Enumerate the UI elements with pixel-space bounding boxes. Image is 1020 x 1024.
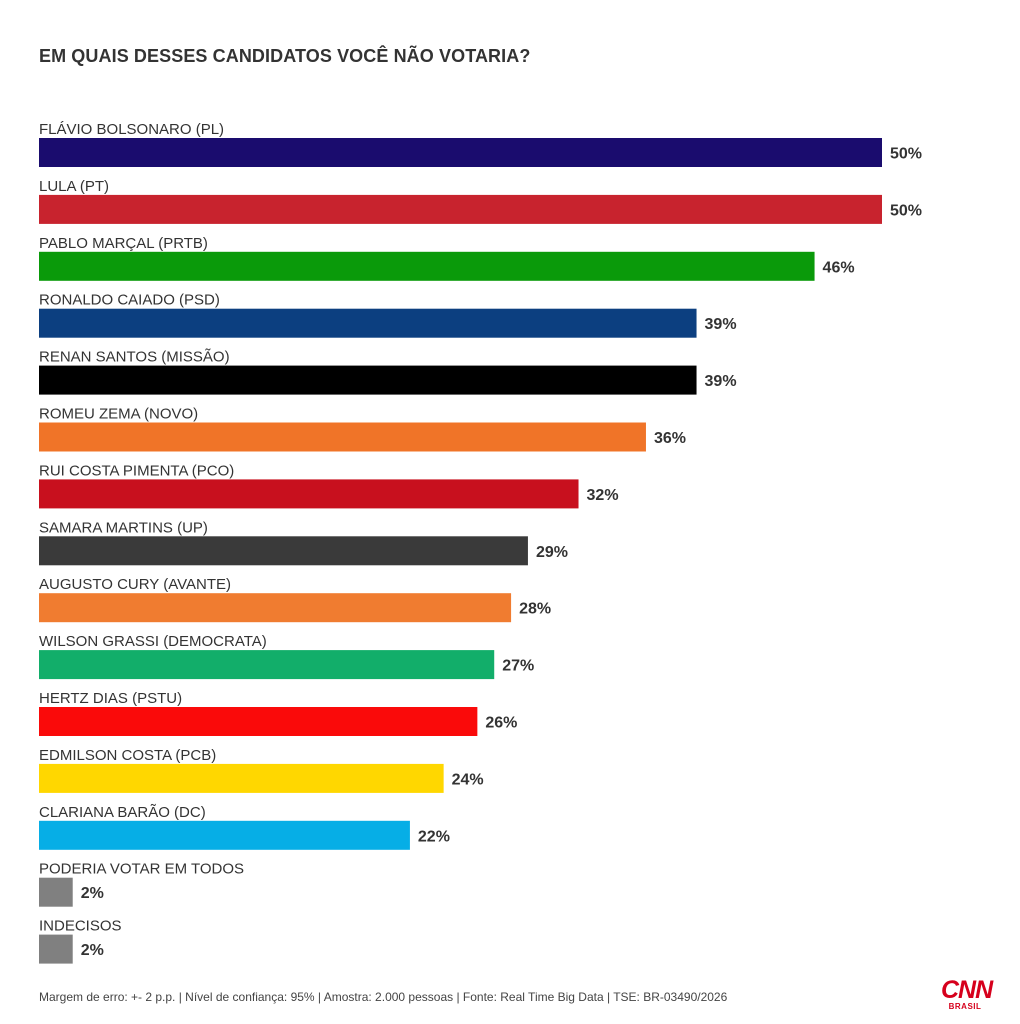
bar — [39, 251, 815, 281]
category-label: EDMILSON COSTA (PCB) — [39, 747, 216, 764]
bar — [39, 877, 73, 907]
category-label: RUI COSTA PIMENTA (PCO) — [39, 462, 234, 479]
cnn-brasil-logo: CNN BRASIL — [941, 976, 993, 1012]
bar-row: HERTZ DIAS (PSTU) 26% — [39, 690, 517, 736]
bar-row: RENAN SANTOS (MISSÃO) 39% — [39, 349, 737, 395]
bar-row: RUI COSTA PIMENTA (PCO) 32% — [39, 462, 619, 509]
bar — [39, 138, 882, 167]
value-label: 32% — [587, 487, 619, 504]
bar — [39, 707, 478, 736]
value-label: 39% — [705, 316, 737, 333]
logo-main-text: CNN — [941, 976, 993, 1004]
value-label: 26% — [485, 715, 517, 732]
bar-row: EDMILSON COSTA (PCB) 24% — [39, 747, 484, 793]
logo-sub-text: BRASIL — [948, 1002, 982, 1011]
bar — [39, 308, 697, 338]
bar — [39, 650, 495, 680]
category-label: PABLO MARÇAL (PRTB) — [39, 235, 208, 252]
category-label: LULA (PT) — [39, 178, 109, 195]
category-label: RONALDO CAIADO (PSD) — [39, 292, 220, 309]
category-label: ROMEU ZEMA (NOVO) — [39, 406, 198, 423]
category-label: HERTZ DIAS (PSTU) — [39, 690, 182, 707]
bar — [39, 763, 444, 793]
value-label: 28% — [519, 601, 551, 618]
bar — [39, 593, 512, 623]
category-label: RENAN SANTOS (MISSÃO) — [39, 349, 230, 366]
category-label: CLARIANA BARÃO (DC) — [39, 804, 206, 821]
value-label: 46% — [823, 259, 855, 276]
bar-row: AUGUSTO CURY (AVANTE) 28% — [39, 576, 551, 623]
bar — [39, 194, 882, 224]
bar-row: SAMARA MARTINS (UP) 29% — [39, 519, 568, 566]
bar — [39, 479, 579, 509]
category-label: SAMARA MARTINS (UP) — [39, 519, 208, 536]
value-label: 39% — [705, 373, 737, 390]
bar — [39, 820, 410, 850]
value-label: 29% — [536, 544, 568, 561]
bar-row: LULA (PT) 50% — [39, 178, 922, 224]
value-label: 2% — [81, 885, 104, 902]
bar-row: WILSON GRASSI (DEMOCRATA) 27% — [39, 633, 534, 680]
value-label: 22% — [418, 828, 450, 845]
bar — [39, 536, 528, 566]
category-label: PODERIA VOTAR EM TODOS — [39, 861, 244, 878]
value-label: 24% — [452, 771, 484, 788]
footer-note: Margem de erro: +- 2 p.p. | Nível de con… — [39, 990, 728, 1004]
bar-row: ROMEU ZEMA (NOVO) 36% — [39, 406, 686, 452]
chart-title: EM QUAIS DESSES CANDIDATOS VOCÊ NÃO VOTA… — [39, 46, 531, 66]
bar — [39, 422, 646, 452]
category-label: FLÁVIO BOLSONARO (PL) — [39, 121, 224, 138]
bar-row: RONALDO CAIADO (PSD) 39% — [39, 292, 737, 338]
bar-row: INDECISOS 2% — [39, 918, 122, 964]
category-label: AUGUSTO CURY (AVANTE) — [39, 576, 231, 593]
category-label: WILSON GRASSI (DEMOCRATA) — [39, 633, 267, 650]
value-label: 50% — [890, 146, 922, 163]
bar-row: PABLO MARÇAL (PRTB) 46% — [39, 235, 855, 281]
value-label: 50% — [890, 202, 922, 219]
bar-row: FLÁVIO BOLSONARO (PL) 50% — [39, 121, 922, 167]
bar-row: CLARIANA BARÃO (DC) 22% — [39, 804, 450, 850]
bar — [39, 934, 73, 964]
value-label: 36% — [654, 430, 686, 447]
value-label: 27% — [502, 658, 534, 675]
bar-chart: FLÁVIO BOLSONARO (PL) 50% LULA (PT) 50% PABL… — [39, 121, 922, 964]
bar — [39, 365, 697, 395]
value-label: 2% — [81, 942, 104, 959]
category-label: INDECISOS — [39, 918, 122, 935]
bar-row: PODERIA VOTAR EM TODOS 2% — [39, 861, 244, 907]
